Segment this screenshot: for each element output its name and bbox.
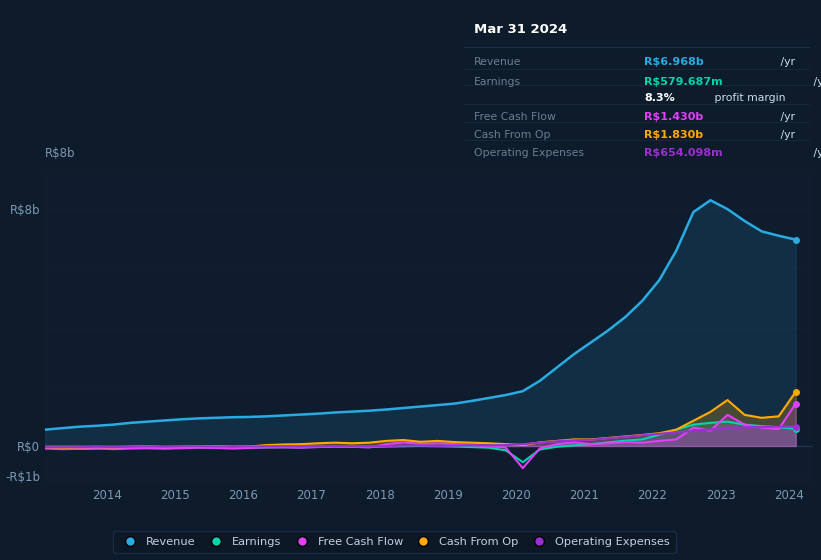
Text: Mar 31 2024: Mar 31 2024 <box>475 22 567 35</box>
Text: R$8b: R$8b <box>45 147 76 160</box>
Text: R$6.968b: R$6.968b <box>644 57 704 67</box>
Text: /yr: /yr <box>810 148 821 158</box>
Text: R$654.098m: R$654.098m <box>644 148 722 158</box>
Text: Operating Expenses: Operating Expenses <box>475 148 585 158</box>
Legend: Revenue, Earnings, Free Cash Flow, Cash From Op, Operating Expenses: Revenue, Earnings, Free Cash Flow, Cash … <box>112 531 676 553</box>
Text: /yr: /yr <box>777 130 795 140</box>
Text: 8.3%: 8.3% <box>644 93 675 103</box>
Text: Earnings: Earnings <box>475 77 521 87</box>
Text: R$579.687m: R$579.687m <box>644 77 722 87</box>
Text: Revenue: Revenue <box>475 57 522 67</box>
Text: Free Cash Flow: Free Cash Flow <box>475 113 556 122</box>
Text: /yr: /yr <box>810 77 821 87</box>
Text: R$1.830b: R$1.830b <box>644 130 703 140</box>
Text: Cash From Op: Cash From Op <box>475 130 551 140</box>
Text: /yr: /yr <box>777 113 795 122</box>
Text: /yr: /yr <box>777 57 795 67</box>
Text: profit margin: profit margin <box>710 93 785 103</box>
Text: R$1.430b: R$1.430b <box>644 113 704 122</box>
